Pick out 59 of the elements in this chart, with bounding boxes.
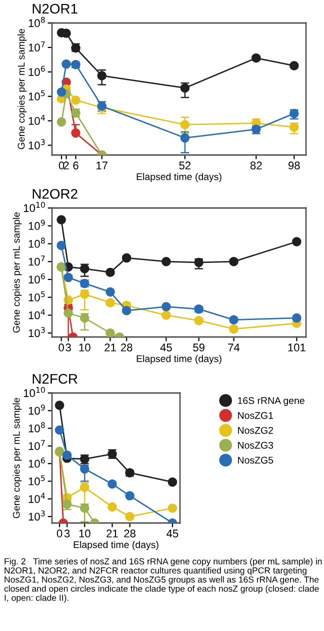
y-tick-label: 10$^{4}$: [28, 309, 45, 320]
legend-label: 16S rRNA gene: [238, 397, 304, 406]
x-tick-label: 45: [166, 530, 178, 538]
y-tick-label: 10$^{4}$: [28, 492, 45, 503]
y-axis-title: Gene copies per mL sample: [12, 212, 22, 333]
x-tick-label: 98: [288, 162, 300, 170]
x-tick-label: 2: [64, 162, 69, 170]
x-tick-label: 17: [96, 162, 108, 170]
x-tick-label: 0: [58, 344, 64, 352]
x-tick-label: 59: [193, 344, 204, 352]
legend-label: NosZG5: [238, 456, 274, 464]
chart-title: N2OR2: [32, 188, 78, 199]
x-tick-label: 3: [64, 530, 70, 538]
y-tick-label: 10$^{4}$: [28, 114, 45, 125]
x-tick-label: 21: [104, 344, 116, 352]
y-tick-label: 10$^{3}$: [28, 326, 45, 338]
x-tick-label: 3: [66, 344, 71, 352]
x-tick-label: 52: [179, 162, 191, 170]
y-axis-title: Gene copies per mL sample: [18, 28, 27, 150]
y-tick-label: 10$^{7}$: [28, 41, 45, 52]
x-tick-label: 45: [160, 344, 172, 352]
x-axis-title: Elapsed time (days): [136, 354, 222, 364]
y-tick-label: 10$^{3}$: [28, 510, 45, 521]
x-tick-label: 21: [106, 530, 118, 538]
chart-title: N2FCR: [32, 374, 78, 384]
y-tick-label: 10$^{8}$: [28, 422, 45, 432]
y-tick-label: 10$^{5}$: [28, 90, 45, 100]
y-tick-label: 10$^{10}$: [24, 202, 45, 212]
x-tick-label: 0: [56, 530, 62, 538]
legend-label: NosZG1: [238, 412, 273, 419]
y-axis-title: Gene copies per mL sample: [12, 398, 22, 518]
y-tick-label: 10$^{6}$: [28, 458, 45, 468]
x-tick-label: 82: [250, 162, 262, 170]
y-tick-label: 10$^{8}$: [28, 238, 45, 248]
x-axis-title: Elapsed time (days): [74, 540, 158, 550]
chart-title: N2OR1: [32, 4, 78, 14]
x-tick-label: 74: [228, 344, 240, 352]
x-tick-label: 10: [79, 344, 90, 352]
y-tick-label: 10$^{8}$: [28, 16, 45, 28]
x-tick-label: 10: [79, 530, 90, 538]
legend-label: NosZG3: [238, 442, 274, 449]
caption: Fig. 2 Time series of nosZ and 16S rRNA gene copy numbers (per mL sample) in N2OR1, N2OR2, and N2FCR reactor cultures quantified using qPCR targeting NosZG1, NosZG2, NosZG3, and NosZG5 groups as well as 16S rRNA gene. The closed and open circles indicate the clade type of each nosZ group (closed: clade I, open: clade II).: [4, 558, 322, 603]
y-tick-label: 10$^{6}$: [28, 66, 45, 76]
y-tick-label: 10$^{6}$: [28, 273, 45, 284]
legend-label: NosZG2: [238, 426, 273, 434]
y-tick-label: 10$^{3}$: [28, 139, 45, 150]
x-tick-label: 28: [124, 530, 136, 538]
y-tick-label: 10$^{7}$: [28, 440, 45, 450]
y-tick-label: 10$^{7}$: [28, 256, 45, 266]
y-tick-label: 10$^{9}$: [28, 220, 45, 230]
x-tick-label: 28: [120, 344, 132, 352]
y-tick-label: 10$^{5}$: [28, 475, 45, 486]
x-axis-title: Elapsed time (days): [136, 172, 222, 182]
y-tick-label: 10$^{9}$: [28, 404, 45, 415]
y-tick-label: 10$^{10}$: [24, 386, 45, 398]
x-tick-label: 6: [73, 162, 78, 170]
x-tick-label: 101: [288, 344, 306, 352]
y-tick-label: 10$^{5}$: [28, 291, 45, 302]
x-tick-label: 0: [58, 162, 64, 170]
